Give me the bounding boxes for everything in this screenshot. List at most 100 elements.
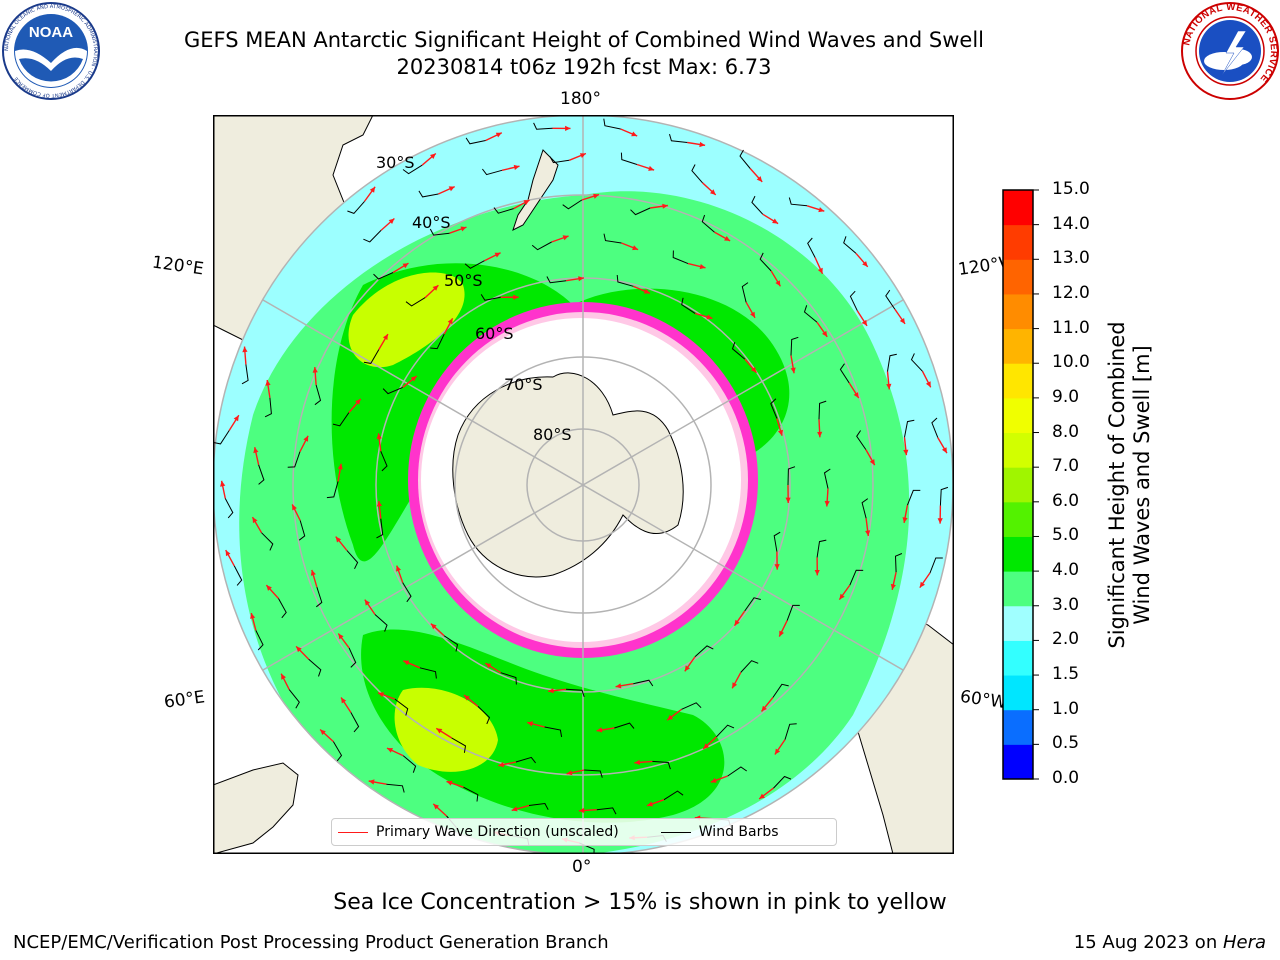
wind-barb	[669, 133, 688, 143]
wave-direction-arrowhead	[527, 721, 534, 727]
wave-direction-arrowhead	[899, 318, 905, 324]
wind-barb	[394, 698, 409, 716]
wind-barb	[314, 384, 322, 406]
colorbar-tick-label: 14.0	[1052, 213, 1090, 234]
wind-barb	[727, 766, 747, 777]
chart-title: GEFS MEAN Antarctic Significant Height o…	[183, 28, 985, 52]
footer-date-text: 15 Aug 2023 on	[1073, 932, 1223, 953]
nws-logo: NATIONAL WEATHER SERVICE	[1181, 2, 1279, 100]
wind-barb	[784, 723, 797, 740]
colorbar-label-line2: Wind Waves and Swell [m]	[1130, 345, 1154, 625]
colorbar-tick-label: 0.0	[1052, 768, 1080, 788]
lat-label-40s: 40°S	[412, 213, 451, 232]
wind-barb	[620, 152, 638, 165]
colorbar-swatch	[1003, 363, 1033, 399]
wind-barb	[451, 737, 467, 753]
wave-direction-arrowhead	[861, 319, 867, 326]
wind-barb	[566, 688, 585, 698]
wave-direction-arrowhead	[436, 728, 443, 734]
wave-direction-arrowhead	[710, 777, 717, 783]
wave-direction-arrowhead	[335, 536, 342, 543]
lon-label-120e: 120°E	[150, 252, 205, 280]
wind-barb	[500, 672, 517, 685]
wind-barb	[816, 539, 827, 558]
lat-label-70s: 70°S	[504, 375, 543, 394]
wind-barb	[584, 769, 603, 778]
wave-direction-arrowhead	[596, 727, 603, 733]
wave-direction-arrowhead	[320, 729, 326, 735]
colorbar-swatch	[1003, 259, 1033, 295]
wave-direction-arrowhead	[822, 330, 828, 337]
wave-direction-arrowhead	[513, 294, 519, 300]
wave-direction-arrowhead	[862, 261, 868, 267]
wave-direction-arrowhead	[779, 630, 784, 637]
lon-label-180: 180°	[560, 89, 601, 109]
footer-machine: Hera	[1222, 932, 1266, 953]
wind-barb	[630, 207, 651, 216]
colorbar-tick-label: 10.0	[1052, 352, 1090, 373]
wind-barb	[739, 149, 751, 169]
africa-landmass	[213, 762, 299, 854]
wind-barb	[741, 282, 749, 303]
wave-direction-arrowhead	[818, 207, 825, 213]
wind-barb	[694, 645, 714, 657]
wind-barb	[464, 260, 485, 269]
wave-direction-arrowhead	[296, 646, 302, 653]
wind-barb	[405, 297, 426, 307]
wave-direction-arrowhead	[578, 276, 584, 282]
wave-direction-arrowhead	[775, 280, 781, 287]
wave-direction-arrowhead	[761, 705, 767, 712]
wave-direction-arrowhead	[865, 530, 871, 536]
colorbar-tick-label: 5.0	[1052, 525, 1080, 546]
wave-band-6-7m-south	[394, 687, 498, 772]
lon-label-0: 0°	[572, 857, 592, 877]
wave-direction-arrowhead	[817, 431, 823, 438]
wave-direction-arrowhead	[364, 599, 370, 606]
wind-barb	[773, 775, 792, 789]
wave-direction-arrowhead	[355, 398, 361, 405]
wind-barb	[429, 228, 450, 236]
wind-barb	[773, 531, 781, 552]
footer-credit: NCEP/EMC/Verification Post Processing Pr…	[13, 932, 609, 953]
wave-direction-arrowhead	[485, 663, 492, 669]
colorbar-swatch	[1003, 571, 1033, 607]
noaa-wordmark: NOAA	[29, 24, 73, 41]
wave-direction-arrowhead	[699, 264, 706, 270]
new-zealand-landmass	[512, 149, 559, 231]
wave-direction-arrowhead	[448, 186, 455, 192]
wind-barb	[493, 207, 514, 214]
wind-barb	[515, 756, 536, 764]
wave-direction-arrowhead	[634, 759, 640, 765]
colorbar-swatch	[1003, 675, 1033, 711]
wind-barb	[787, 466, 796, 486]
wave-direction-arrowhead	[460, 226, 467, 232]
wind-barb	[843, 236, 857, 254]
wind-barb	[332, 412, 350, 427]
wave-direction-arrowhead	[548, 688, 554, 694]
colorbar-tick-label: 3.0	[1052, 594, 1080, 615]
wave-direction-arrowhead	[919, 581, 925, 588]
wave-direction-arrowhead	[817, 267, 823, 274]
wave-direction-arrowhead	[566, 770, 573, 776]
wind-barb	[402, 582, 412, 603]
colorbar-tick-label: 11.0	[1052, 317, 1090, 338]
antarctica-landmass	[452, 372, 684, 578]
wave-direction-arrowhead	[446, 780, 453, 786]
footer-date: 15 Aug 2023 on Hera	[1074, 932, 1266, 953]
wind-barb	[910, 353, 923, 372]
wind-barb	[544, 726, 563, 737]
wave-direction-arrowhead	[447, 318, 453, 325]
wave-direction-arrowhead	[648, 165, 655, 171]
wave-direction-arrowhead	[790, 367, 796, 374]
wave-direction-arrowhead	[341, 697, 347, 704]
wave-direction-arrowhead	[839, 593, 845, 600]
wind-barb	[278, 598, 287, 619]
wind-barb	[931, 417, 939, 438]
wind-barb	[906, 489, 921, 506]
wind-barb	[849, 290, 858, 311]
wind-barb	[443, 635, 459, 652]
colorbar-swatch	[1003, 536, 1033, 572]
colorbar-swatch	[1003, 293, 1033, 330]
wind-barb	[376, 518, 384, 539]
wave-direction-arrowhead	[523, 200, 530, 205]
